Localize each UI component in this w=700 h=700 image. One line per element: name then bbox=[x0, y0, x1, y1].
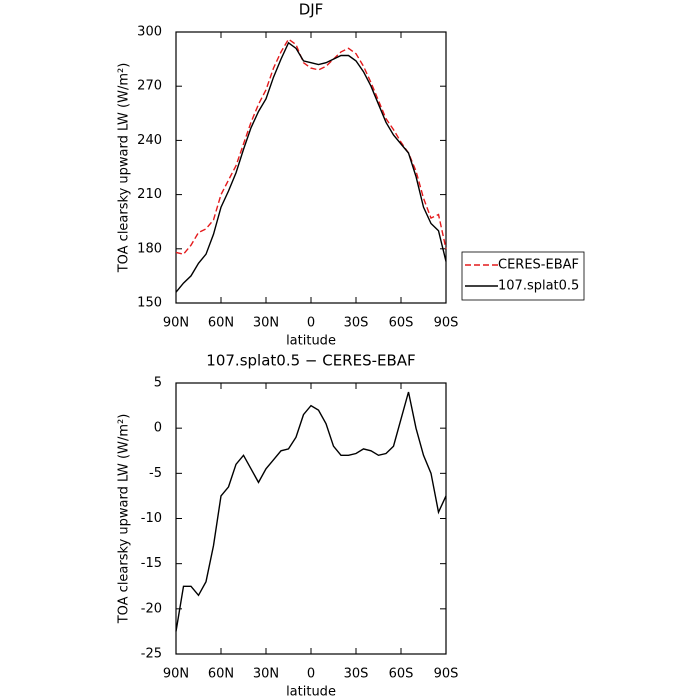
legend-label: 107.splat0.5 bbox=[498, 279, 579, 294]
chart-title: DJF bbox=[299, 1, 324, 19]
legend-label: CERES-EBAF bbox=[498, 258, 579, 273]
y-tick-label: 240 bbox=[137, 133, 162, 148]
x-axis-label: latitude bbox=[286, 685, 336, 700]
y-tick-label: 270 bbox=[137, 79, 162, 94]
y-tick-label: -10 bbox=[141, 511, 162, 526]
y-tick-label: 150 bbox=[137, 296, 162, 311]
legend-box bbox=[461, 251, 585, 301]
x-tick-label: 60S bbox=[389, 667, 414, 682]
y-tick-label: -15 bbox=[141, 556, 162, 571]
x-tick-label: 30S bbox=[344, 667, 369, 682]
x-tick-label: 90N bbox=[163, 667, 189, 682]
y-axis-label: TOA clearsky upward LW (W/m²) bbox=[117, 63, 132, 274]
x-tick-label: 60S bbox=[389, 316, 414, 331]
x-tick-label: 0 bbox=[307, 316, 315, 331]
y-tick-label: 5 bbox=[154, 376, 162, 391]
x-tick-label: 0 bbox=[307, 667, 315, 682]
series-line bbox=[175, 38, 447, 255]
x-tick-label: 90N bbox=[163, 316, 189, 331]
series-line bbox=[175, 391, 447, 632]
x-tick-label: 90S bbox=[434, 667, 459, 682]
y-tick-label: 0 bbox=[154, 421, 162, 436]
series-line bbox=[175, 41, 447, 293]
plot-frame bbox=[175, 382, 447, 655]
y-axis-label: TOA clearsky upward LW (W/m²) bbox=[117, 414, 132, 625]
x-tick-label: 30S bbox=[344, 316, 369, 331]
x-tick-label: 60N bbox=[208, 667, 234, 682]
y-tick-label: 300 bbox=[137, 25, 162, 40]
y-tick-label: -5 bbox=[149, 466, 162, 481]
chart-title: 107.splat0.5 − CERES-EBAF bbox=[206, 352, 415, 370]
y-tick-label: -25 bbox=[141, 647, 162, 662]
x-tick-label: 60N bbox=[208, 316, 234, 331]
x-axis-label: latitude bbox=[286, 334, 336, 349]
y-tick-label: 210 bbox=[137, 187, 162, 202]
plot-frame bbox=[175, 31, 447, 304]
y-tick-label: -20 bbox=[141, 601, 162, 616]
x-tick-label: 30N bbox=[253, 316, 279, 331]
x-tick-label: 90S bbox=[434, 316, 459, 331]
x-tick-label: 30N bbox=[253, 667, 279, 682]
y-tick-label: 180 bbox=[137, 241, 162, 256]
